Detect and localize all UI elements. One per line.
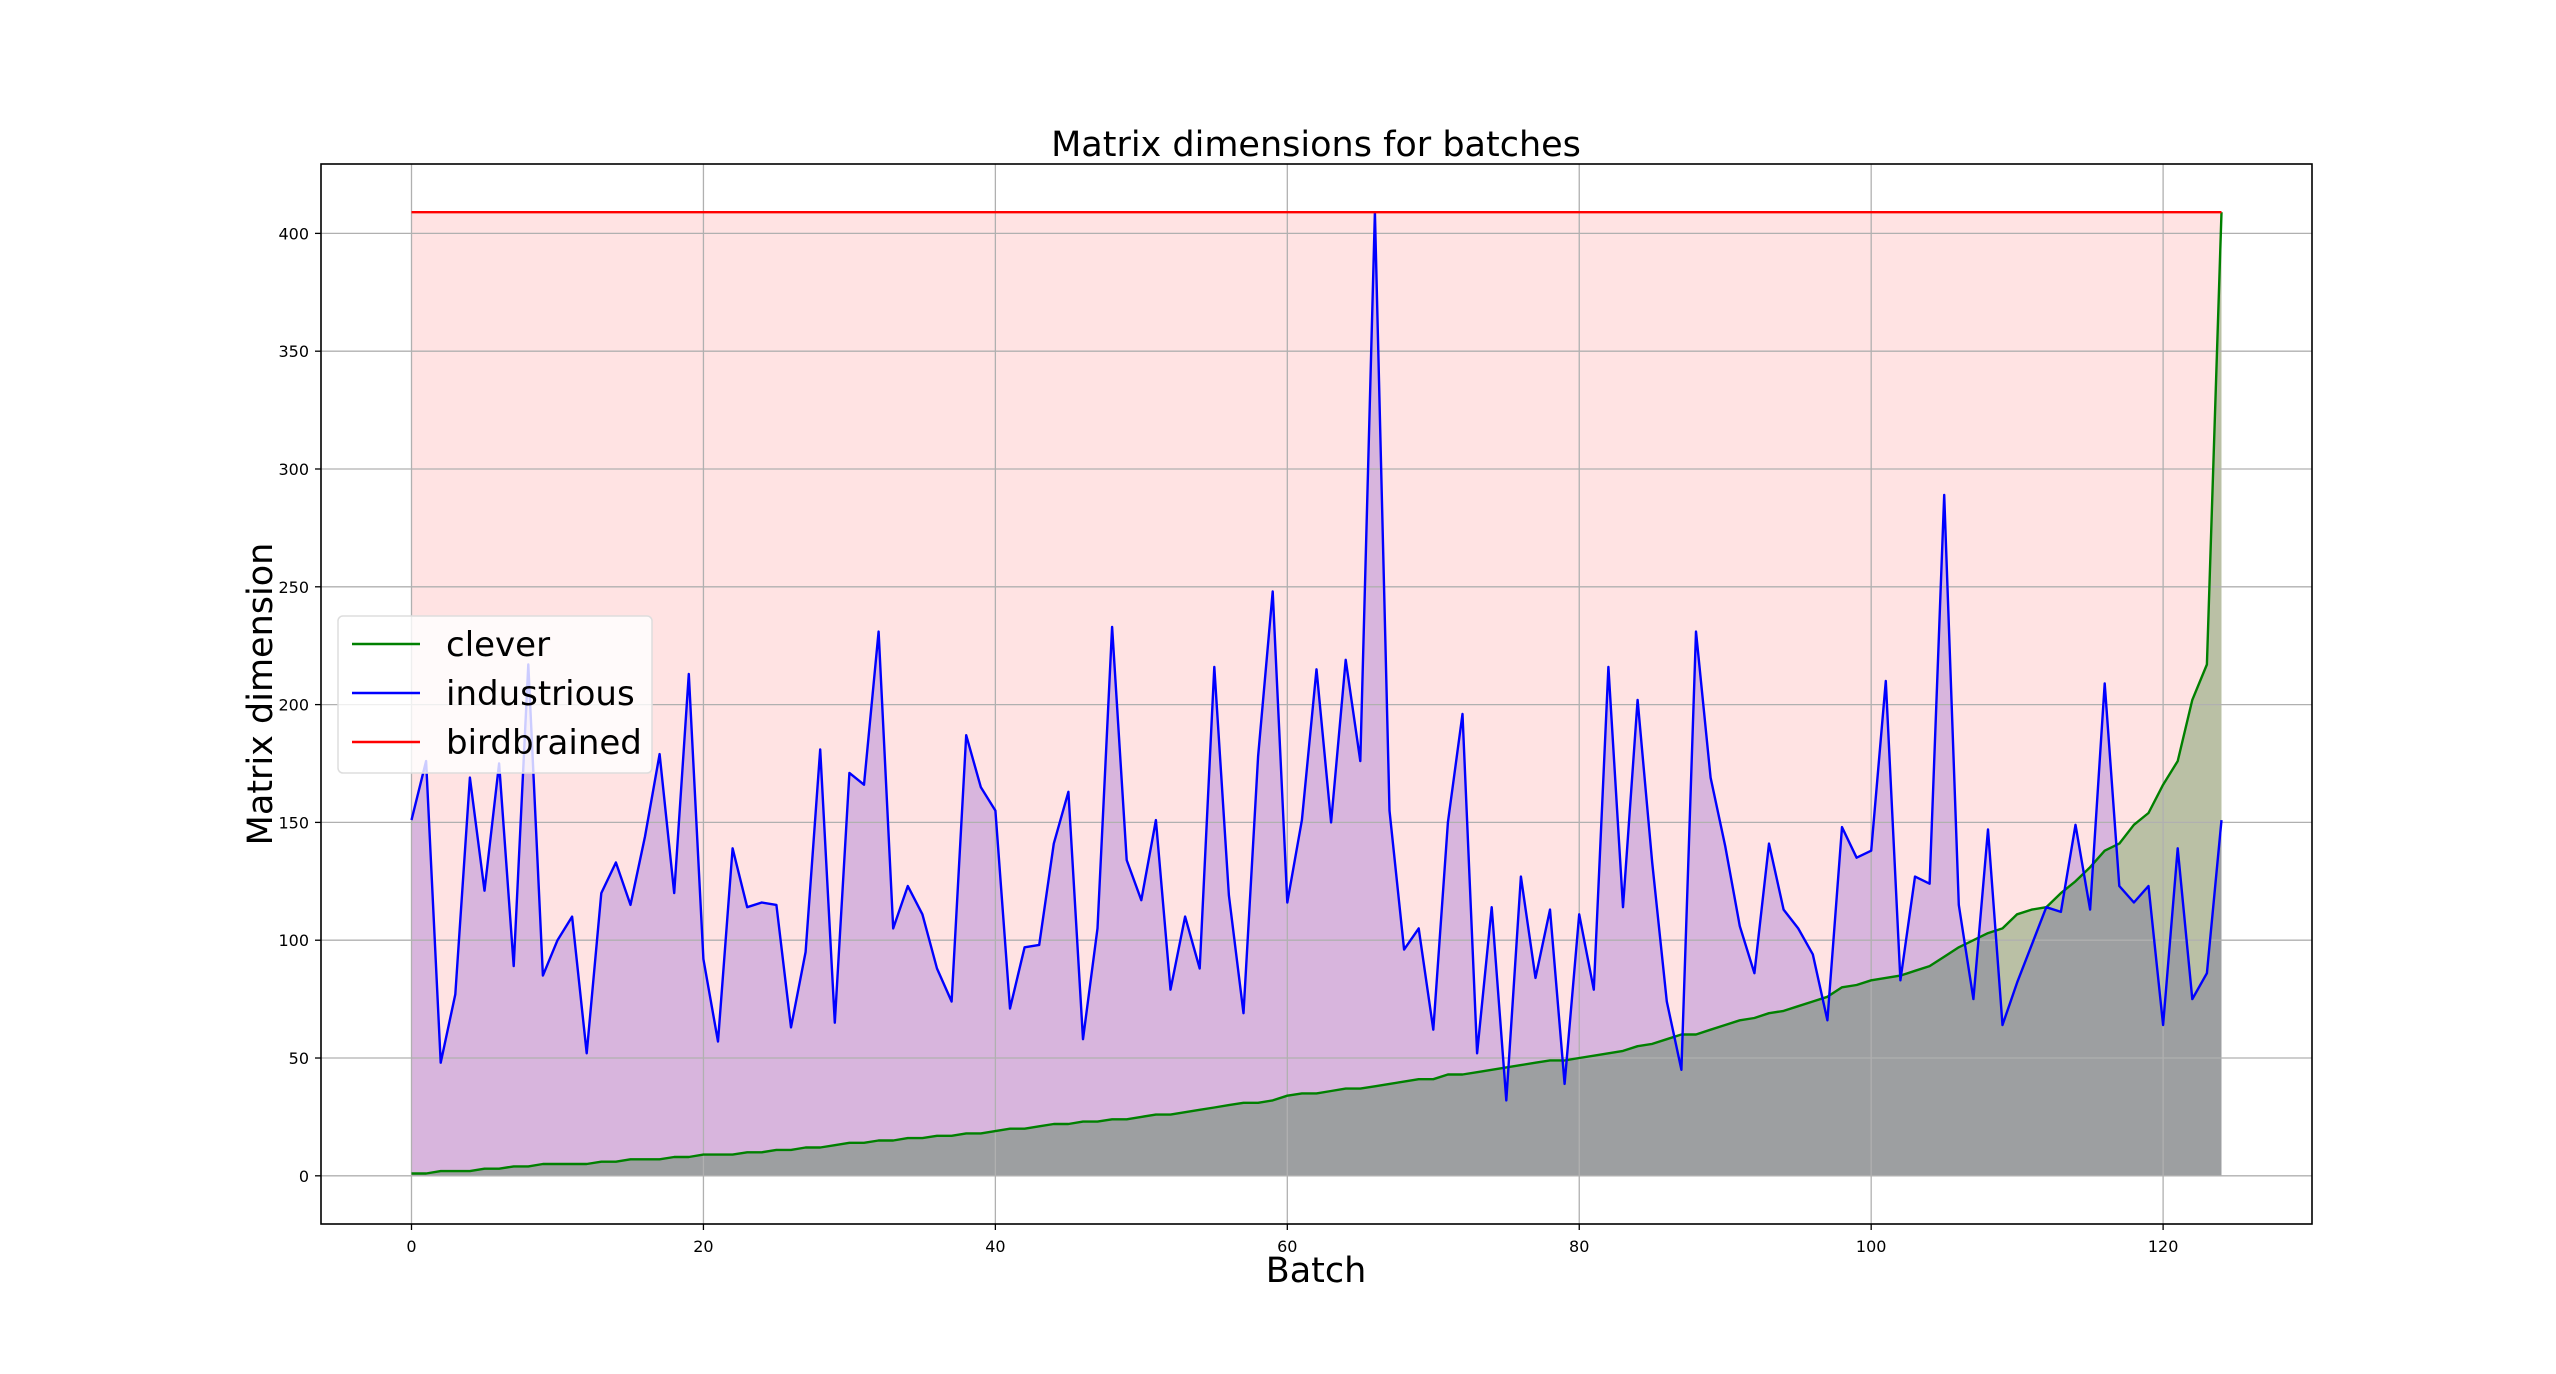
y-tick-label: 50 bbox=[289, 1049, 309, 1068]
legend-label-industrious: industrious bbox=[446, 674, 635, 714]
y-tick-label: 250 bbox=[278, 578, 309, 597]
x-axis-label: Batch bbox=[1266, 1251, 1367, 1291]
x-tick-label: 40 bbox=[985, 1237, 1005, 1256]
x-tick-label: 100 bbox=[1856, 1237, 1887, 1256]
x-tick-label: 20 bbox=[693, 1237, 713, 1256]
legend-label-clever: clever bbox=[446, 625, 550, 665]
x-axis-ticks: 0 20 40 60 80 100 120 bbox=[406, 1224, 2178, 1256]
y-tick-label: 0 bbox=[299, 1167, 309, 1186]
x-tick-label: 80 bbox=[1569, 1237, 1589, 1256]
y-tick-label: 350 bbox=[278, 342, 309, 361]
x-tick-label: 120 bbox=[2148, 1237, 2179, 1256]
y-tick-label: 400 bbox=[278, 224, 309, 243]
series-line-clever bbox=[411, 212, 2223, 1175]
legend-label-birdbrained: birdbrained bbox=[446, 723, 642, 763]
axes-frame bbox=[320, 163, 2313, 1225]
area-fills bbox=[411, 212, 2222, 1176]
x-tick-label: 60 bbox=[1277, 1237, 1297, 1256]
series-line-industrious bbox=[410, 210, 2223, 1102]
grid-lines bbox=[321, 164, 2312, 1224]
y-axis-ticks: 0 50 100 150 200 250 300 350 400 bbox=[278, 224, 321, 1186]
y-tick-label: 100 bbox=[278, 931, 309, 950]
legend-box bbox=[337, 615, 653, 774]
legend: clever industrious birdbrained bbox=[337, 615, 653, 774]
y-tick-label: 300 bbox=[278, 460, 309, 479]
y-tick-label: 150 bbox=[278, 813, 309, 832]
y-tick-label: 200 bbox=[278, 696, 309, 715]
series-lines bbox=[410, 210, 2223, 1175]
area-fill-birdbrained bbox=[411, 212, 2222, 1176]
y-axis-label: Matrix dimension bbox=[241, 543, 281, 846]
area-fill-clever bbox=[411, 212, 2222, 1176]
area-fill-industrious bbox=[411, 212, 2222, 1176]
chart-title: Matrix dimensions for batches bbox=[1051, 125, 1581, 165]
x-tick-label: 0 bbox=[406, 1237, 416, 1256]
